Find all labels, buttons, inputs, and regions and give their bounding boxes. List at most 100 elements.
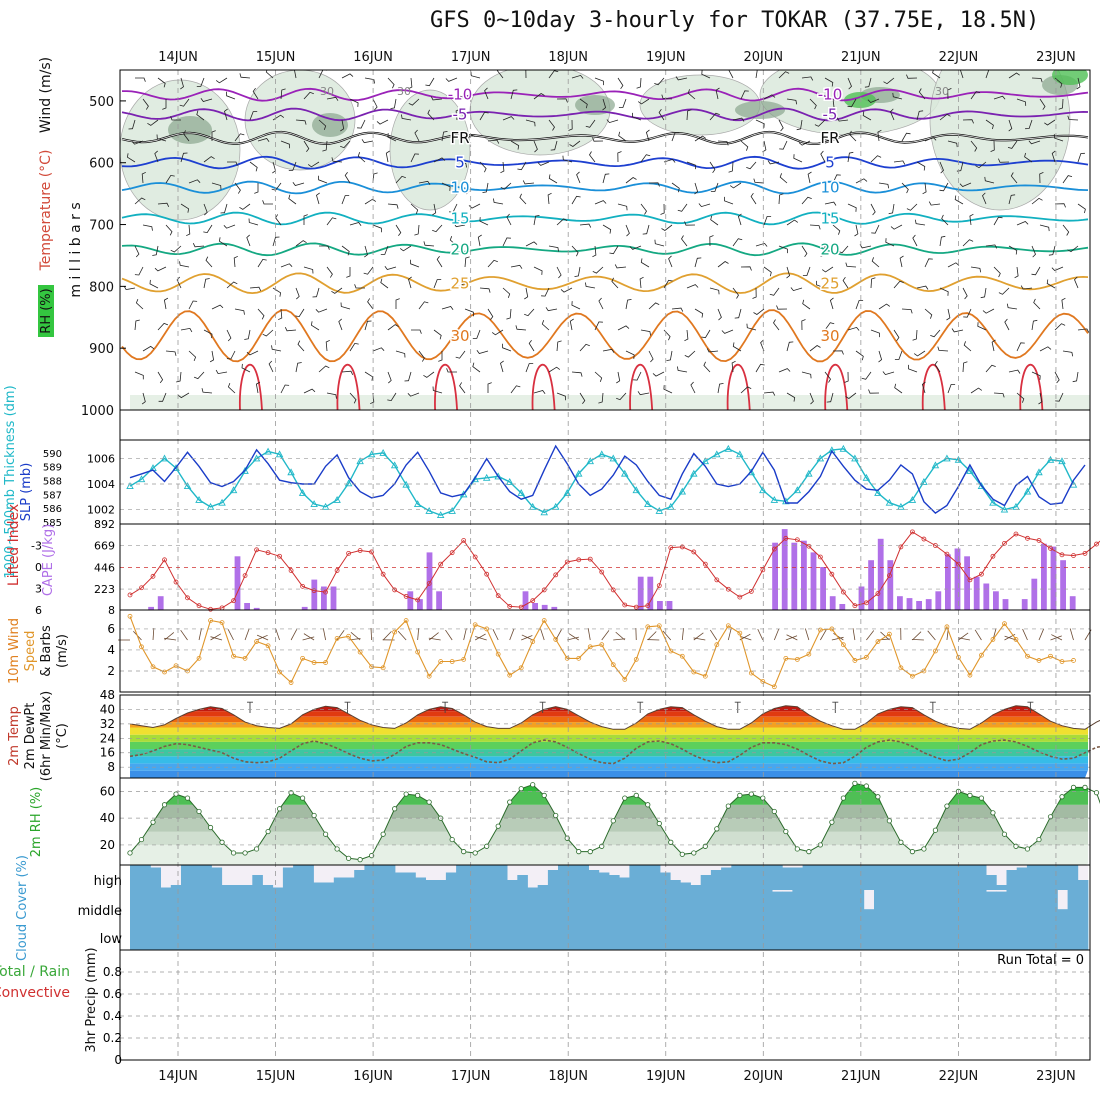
wind-barb [615,264,626,268]
isotherm-label: 15 [450,209,469,227]
cloud-cell [212,868,223,891]
wind-barb [136,299,143,309]
cloud-cell [843,865,854,890]
wind-barb [216,370,227,374]
cloud-cell [884,865,895,890]
cloud-cell [925,922,936,950]
wind-barb [917,162,925,171]
wind-barb [741,267,752,271]
cloud-cell [578,890,589,922]
wind-barb [938,347,948,351]
cloud-cell [823,922,834,950]
cloud-cell [212,922,223,950]
rh-point [461,849,465,853]
wind-barb [500,162,504,173]
cape-bar [331,587,337,611]
cloud-cell [996,885,1007,890]
cloud-cell [711,870,722,890]
wind-barb [609,246,618,254]
wind-barb [295,309,304,317]
cloud-cell [1078,922,1089,950]
y-tick-temp: 32 [100,717,115,731]
wind-barb [593,267,603,273]
wind-barb [342,246,349,255]
rh-point [542,793,546,797]
surface-wind-barb [245,629,249,640]
wind-barb [143,225,153,231]
cloud-cell [1057,922,1068,950]
rh-point [646,803,650,807]
wind-barb [971,388,982,393]
y-tick-wind: 6 [107,622,115,636]
wind-barb [986,365,996,372]
wind-barb [730,183,741,188]
wind-barb [1021,286,1032,290]
chart-title: GFS 0~10day 3-hourly for TOKAR (37.75E, … [430,8,1039,33]
wind-barb [1009,370,1020,373]
wind-barb [424,241,434,246]
wind-barb [434,280,441,288]
cloud-cell [833,890,844,922]
cloud-cell [731,865,742,890]
cloud-cell [578,922,589,950]
wind-barb [511,386,520,393]
wind-barb [803,267,810,276]
cape-bar [311,580,317,610]
cloud-cell [772,865,783,890]
wind-barb [845,372,849,383]
minmax-whisker [637,702,643,713]
wind-barb [626,299,632,309]
cloud-cell [650,865,661,890]
cloud-cell [864,922,875,950]
cloud-cell [1057,865,1068,890]
cloud-cell [181,865,192,890]
wind-barb [258,259,267,267]
wind-barb [871,156,881,162]
cloud-cell [232,922,243,950]
cloud-cell [833,922,844,950]
rh-point [899,840,903,844]
rh-point [1025,847,1029,851]
cloud-cell [609,922,620,950]
wind-barb [316,309,327,312]
surface-wind-barb [493,629,498,640]
cloud-cell [477,865,488,890]
isotherm-line [122,213,1088,225]
wind-barb [1005,319,1009,330]
wind-barb [281,385,289,393]
cloud-cell [1037,890,1048,922]
wind-barb [856,179,867,183]
wind-barb [526,242,537,246]
y-axis-label-wind: & Barbs [39,625,54,677]
wind-barb [580,344,590,351]
wind-barb [189,301,197,309]
wind-barb [846,263,856,267]
wind-barb [523,180,534,184]
surface-wind-barb [541,629,545,640]
cape-bar [407,591,413,610]
wind-barb [480,288,490,293]
rh-shading-moist [1052,65,1088,85]
legend-precip-total: Total / Rain [0,964,70,980]
wind-barb [871,225,879,233]
wind-barb [641,204,647,215]
surface-wind-barb [820,630,826,640]
rh-label: 30 [935,85,949,98]
cloud-cell [446,873,457,891]
cloud-cell [1068,865,1079,890]
cloud-cell [640,890,651,922]
wind-barb [802,197,812,204]
cloud-cell [548,870,559,890]
wind-barb [135,78,145,82]
cloud-cell [456,922,467,950]
wind-barb [317,193,320,204]
cloud-cell [731,890,742,922]
cape-bar [811,552,817,610]
rh-point [876,795,880,799]
surface-wind-barb [758,629,763,640]
wind-barb [725,197,734,204]
wind-barb [189,351,196,361]
rh-point [922,847,926,851]
cloud-cell [263,885,274,890]
wind-barb [158,323,168,330]
